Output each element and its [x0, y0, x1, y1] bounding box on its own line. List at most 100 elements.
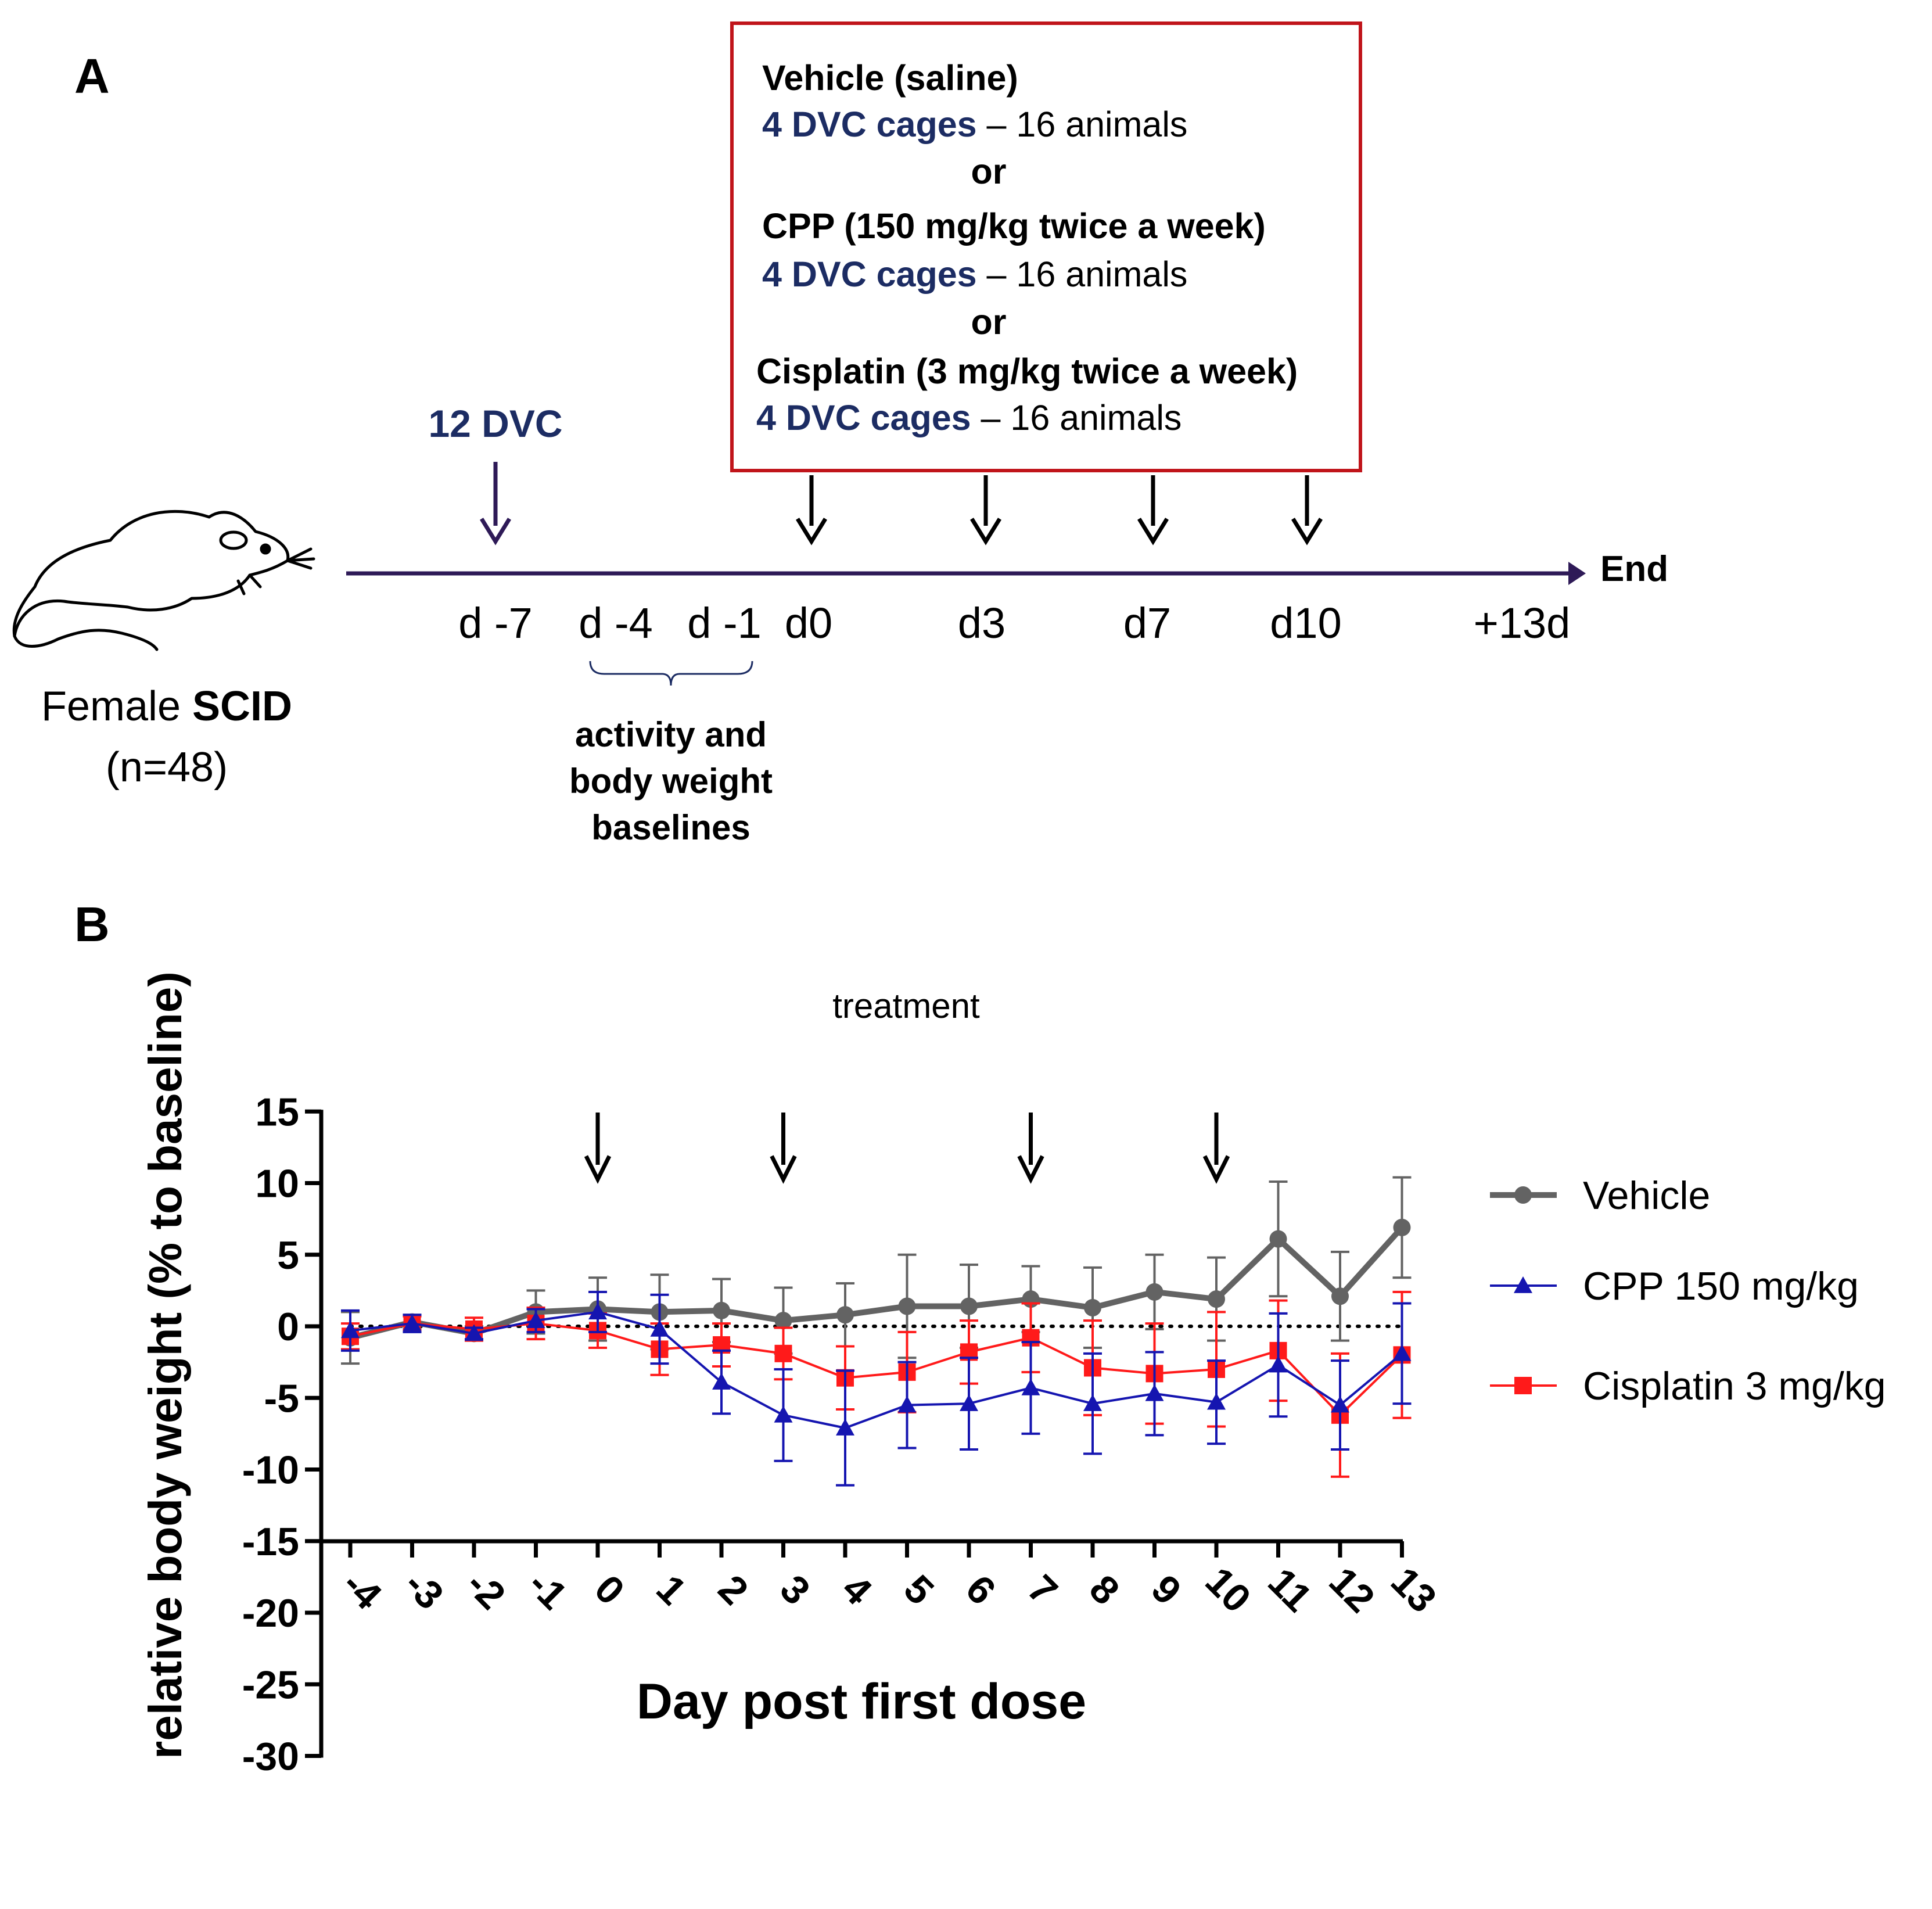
- baseline-note-line: activity and: [575, 715, 767, 754]
- y-axis-title: relative body weight (% to baseline): [139, 971, 191, 1759]
- vehicle-title: Vehicle (saline): [762, 58, 1018, 98]
- mouse-caption: Female SCID: [41, 683, 292, 730]
- y-tick-label: 10: [255, 1162, 299, 1206]
- data-point: [341, 1321, 360, 1339]
- mouse-icon: [12, 509, 315, 651]
- legend-marker: [1514, 1186, 1532, 1204]
- data-point: [1331, 1395, 1349, 1413]
- timeline-day-labels: d -7 d -4 d -1 d0 d3 d7 d10 +13d: [458, 599, 1570, 647]
- vehicle-cages: 4 DVC cages – 16 animals: [762, 105, 1187, 144]
- data-point: [1084, 1298, 1101, 1316]
- day-label: d -4: [579, 599, 653, 647]
- series-line: [350, 1311, 1403, 1430]
- y-tick-label: 5: [277, 1233, 299, 1278]
- treatment-arrow: [584, 1113, 612, 1184]
- panel-b-label: B: [74, 897, 110, 952]
- y-tick-label: -10: [242, 1448, 299, 1492]
- dose-arrow: [1291, 475, 1323, 546]
- series-line: [350, 1322, 1403, 1416]
- day-label: d0: [785, 599, 832, 647]
- data-point: [898, 1297, 916, 1315]
- treatment-arrow-head: [584, 1155, 612, 1184]
- y-tick-label: -20: [242, 1591, 299, 1635]
- baseline-note-line: baselines: [591, 808, 750, 847]
- legend-label: CPP 150 mg/kg: [1583, 1264, 1859, 1308]
- x-tick-label: 5: [896, 1566, 942, 1613]
- baseline-note-line: body weight: [569, 762, 773, 801]
- data-point: [1021, 1378, 1040, 1395]
- x-tick-label: -4: [334, 1562, 390, 1618]
- x-tick-label: -2: [458, 1562, 513, 1617]
- day-label: d -7: [458, 599, 533, 647]
- data-point: [588, 1302, 607, 1320]
- data-point: [774, 1405, 793, 1423]
- legend-marker: [1514, 1276, 1532, 1293]
- data-point: [774, 1344, 792, 1362]
- treatment-label: treatment: [832, 986, 980, 1025]
- dose-arrow: [970, 475, 1001, 546]
- or-separator: or: [971, 152, 1007, 191]
- x-tick-label: -3: [396, 1562, 452, 1617]
- data-point: [1207, 1393, 1226, 1410]
- data-point: [1269, 1230, 1287, 1248]
- x-tick-label: 8: [1081, 1566, 1127, 1613]
- x-tick-label: 2: [710, 1566, 756, 1613]
- data-point: [1145, 1384, 1164, 1401]
- baseline-brace: [589, 661, 753, 686]
- or-separator: or: [971, 302, 1007, 342]
- series-cisplatin-3-mg-kg: [341, 1290, 1412, 1478]
- legend-item: CPP 150 mg/kg: [1490, 1264, 1859, 1308]
- series-cpp-150-mg-kg: [341, 1290, 1412, 1487]
- timeline-axis: [346, 562, 1586, 585]
- treatment-arrow-head: [770, 1155, 797, 1184]
- cpp-title: CPP (150 mg/kg twice a week): [762, 206, 1266, 246]
- data-point: [1393, 1218, 1411, 1236]
- day-label: d7: [1123, 599, 1171, 647]
- data-point: [712, 1373, 731, 1390]
- data-point: [960, 1394, 978, 1411]
- x-tick-label: 0: [586, 1566, 633, 1613]
- x-tick-label: -1: [520, 1562, 576, 1617]
- dvc-label: 12 DVC: [428, 402, 562, 445]
- panel-b: B treatment relative body weight (% to b…: [74, 897, 1886, 1779]
- panel-a-label: A: [74, 49, 110, 103]
- y-tick-label: 15: [255, 1090, 299, 1134]
- cisplatin-title: Cisplatin (3 mg/kg twice a week): [756, 351, 1298, 391]
- data-point: [1331, 1287, 1349, 1305]
- x-tick-label: 11: [1259, 1559, 1320, 1620]
- treatment-box: [730, 21, 1362, 472]
- cpp-cages: 4 DVC cages – 16 animals: [762, 254, 1187, 294]
- x-tick-label: 9: [1143, 1566, 1190, 1613]
- day-label: d10: [1270, 599, 1341, 647]
- data-point: [836, 1419, 854, 1436]
- panel-a: A Vehicle (saline) 4 DVC cages – 16 anim…: [12, 21, 1668, 847]
- treatment-arrow-head: [1202, 1155, 1230, 1184]
- legend-label: Cisplatin 3 mg/kg: [1583, 1364, 1886, 1408]
- data-point: [403, 1314, 422, 1331]
- day-label: d -1: [687, 599, 762, 647]
- x-tick-label: 6: [957, 1566, 1004, 1613]
- series-line: [349, 1225, 1405, 1341]
- treatment-arrow: [770, 1113, 797, 1184]
- data-point: [960, 1297, 978, 1315]
- data-point: [526, 1311, 545, 1328]
- data-point: [650, 1319, 669, 1337]
- x-tick-label: 4: [834, 1566, 881, 1613]
- cisplatin-cages: 4 DVC cages – 16 animals: [756, 398, 1182, 437]
- y-tick-label: -5: [264, 1376, 299, 1420]
- day-label: +13d: [1474, 599, 1571, 647]
- y-tick-label: -15: [242, 1520, 299, 1564]
- treatment-box-content: Vehicle (saline) 4 DVC cages – 16 animal…: [756, 58, 1298, 437]
- data-point: [1208, 1290, 1225, 1308]
- chart-legend: Vehicle CPP 150 mg/kg Cisplatin 3 mg/kg: [1490, 1174, 1886, 1408]
- x-tick-label: 12: [1321, 1559, 1383, 1621]
- data-point: [1145, 1283, 1163, 1301]
- treatment-arrow-head: [1017, 1155, 1044, 1184]
- x-tick-label: 7: [1019, 1566, 1066, 1613]
- data-point: [774, 1312, 792, 1330]
- data-point: [713, 1301, 730, 1319]
- x-tick-label: 3: [772, 1566, 818, 1613]
- data-point: [836, 1306, 854, 1324]
- x-tick-label: 13: [1382, 1559, 1445, 1621]
- y-tick-label: -30: [242, 1735, 299, 1779]
